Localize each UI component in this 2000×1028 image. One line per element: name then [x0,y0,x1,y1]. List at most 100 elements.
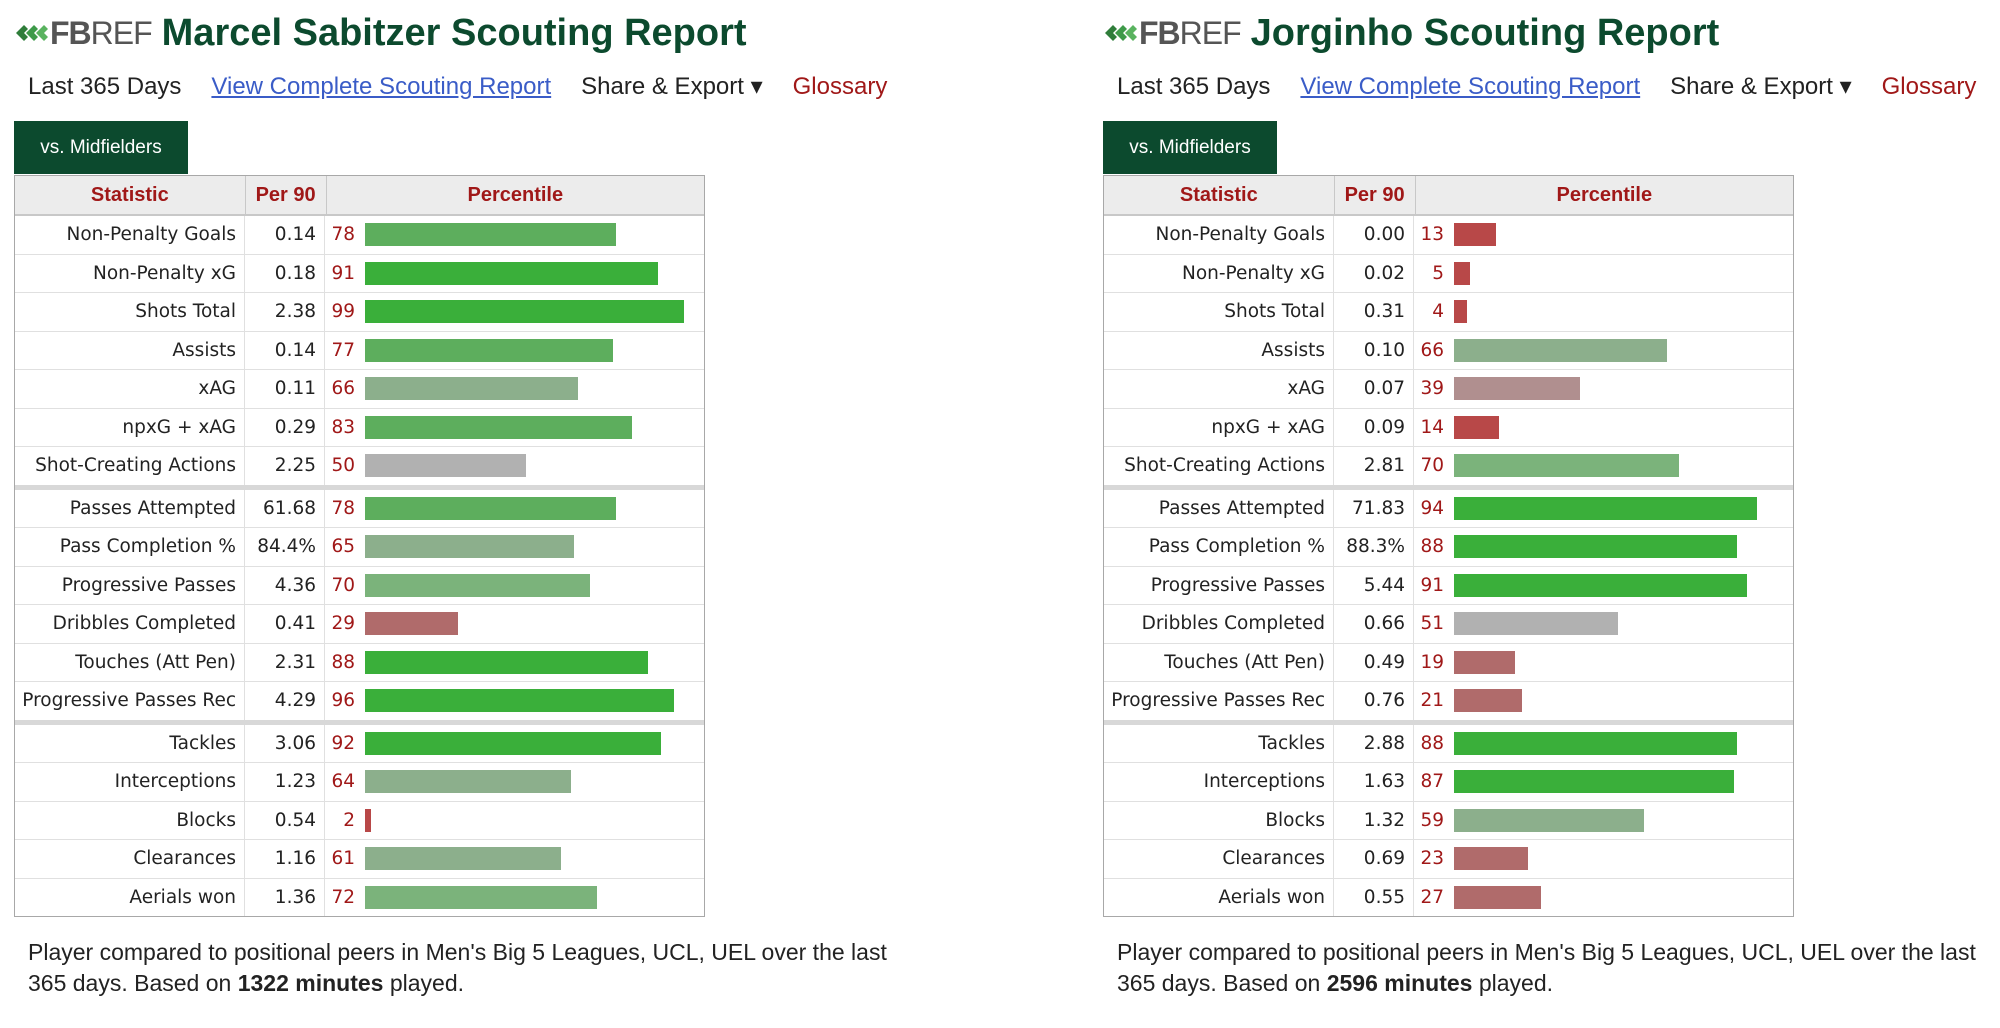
stat-name: Pass Completion % [15,528,245,566]
per90-value: 0.14 [245,216,325,254]
view-complete-report-link[interactable]: View Complete Scouting Report [1300,72,1641,100]
table-row: Non-Penalty Goals 0.00 13 [1104,216,1793,255]
header-per90[interactable]: Per 90 [246,176,327,214]
percentile-bar [1454,535,1737,559]
share-export-menu[interactable]: Share & Export ▾ [1670,73,1852,100]
stat-name: Interceptions [15,763,245,801]
report-header: FB REF Marcel Sabitzer Scouting Report [14,8,747,58]
table-row: Shots Total 2.38 99 [15,293,704,332]
table-row: Progressive Passes Rec 4.29 96 [15,682,704,725]
percentile-bar [1454,454,1679,478]
percentile-bar [1454,885,1541,909]
tab-vs-midfielders[interactable]: vs. Midfielders [1103,121,1277,174]
per90-value: 0.29 [245,408,325,446]
percentile-cell: 96 [325,682,703,720]
tab-vs-midfielders[interactable]: vs. Midfielders [14,121,188,174]
percentile-cell: 51 [1414,605,1792,643]
percentile-bar [1454,223,1496,247]
percentile-value: 78 [331,497,355,519]
logo-ref-text: REF [1179,15,1242,51]
table-row: Interceptions 1.23 64 [15,763,704,802]
percentile-bar [365,377,578,401]
stat-name: Pass Completion % [1104,528,1334,566]
per90-value: 4.36 [245,566,325,604]
stat-name: Dribbles Completed [15,605,245,643]
percentile-bar [365,650,648,674]
view-complete-report-link[interactable]: View Complete Scouting Report [211,72,552,100]
percentile-bar [365,573,590,597]
percentile-cell: 83 [325,409,703,447]
table-row: Tackles 3.06 92 [15,724,704,763]
per90-value: 2.38 [245,293,325,331]
percentile-cell: 66 [325,370,703,408]
percentile-value: 5 [1432,262,1444,284]
percentile-cell: 29 [325,605,703,643]
percentile-value: 50 [331,455,355,477]
stat-name: Shots Total [15,293,245,331]
percentile-bar [365,261,658,285]
table-row: xAG 0.07 39 [1104,370,1793,409]
percentile-bar [365,612,458,636]
percentile-cell: 91 [325,255,703,293]
percentile-bar [365,496,616,520]
percentile-bar [365,885,597,909]
per90-value: 1.36 [245,878,325,916]
report-footnote: Player compared to positional peers in M… [28,937,928,999]
table-row: Blocks 1.32 59 [1104,801,1793,840]
percentile-bar [1454,261,1470,285]
percentile-value: 39 [1420,378,1444,400]
per90-value: 0.00 [1334,216,1414,254]
table-row: Clearances 0.69 23 [1104,840,1793,879]
table-body: Non-Penalty Goals 0.00 13 Non-Penalty xG 0.0… [1104,216,1793,916]
table-row: Progressive Passes 4.36 70 [15,566,704,605]
report-footnote: Player compared to positional peers in M… [1117,937,2000,999]
fbref-logo[interactable]: FB REF [14,11,153,55]
table-row: npxG + xAG 0.09 14 [1104,408,1793,447]
table-row: Non-Penalty xG 0.18 91 [15,254,704,293]
header-percentile[interactable]: Percentile [467,183,564,206]
report-nav: Last 365 Days View Complete Scouting Rep… [1117,72,2000,101]
table-row: Touches (Att Pen) 2.31 88 [15,643,704,682]
percentile-value: 19 [1420,651,1444,673]
percentile-value: 65 [331,536,355,558]
table-row: Pass Completion % 88.3% 88 [1104,528,1793,567]
period-selector[interactable]: Last 365 Days [28,72,182,100]
percentile-bar [365,689,674,713]
glossary-link[interactable]: Glossary [792,72,888,100]
header-percentile[interactable]: Percentile [1556,183,1653,206]
percentile-value: 13 [1420,224,1444,246]
stat-name: Blocks [1104,801,1334,839]
page-title: Marcel Sabitzer Scouting Report [161,12,747,54]
stat-name: Aerials won [1104,878,1334,916]
percentile-value: 70 [331,574,355,596]
percentile-value: 92 [331,732,355,754]
table-row: Blocks 0.54 2 [15,801,704,840]
report-header: FB REF Jorginho Scouting Report [1103,8,1719,58]
share-export-menu[interactable]: Share & Export ▾ [581,73,763,100]
table-row: Non-Penalty Goals 0.14 78 [15,216,704,255]
fbref-logo[interactable]: FB REF [1103,11,1242,55]
percentile-bar [1454,300,1467,324]
footnote-text: Player compared to positional peers in M… [1117,939,1976,996]
period-selector[interactable]: Last 365 Days [1117,72,1271,100]
percentile-bar [365,300,684,324]
header-per90[interactable]: Per 90 [1335,176,1416,214]
report-nav: Last 365 Days View Complete Scouting Rep… [28,72,917,101]
percentile-cell: 13 [1414,216,1792,254]
stat-name: Non-Penalty Goals [1104,216,1334,254]
stat-name: Interceptions [1104,763,1334,801]
per90-value: 0.54 [245,801,325,839]
percentile-value: 59 [1420,809,1444,831]
fbref-leaf-icon [1105,25,1137,41]
footnote-tail: played. [1478,970,1554,996]
percentile-value: 88 [1420,732,1444,754]
stat-name: Non-Penalty Goals [15,216,245,254]
stat-name: Progressive Passes Rec [1104,682,1334,720]
percentile-bar [1454,496,1757,520]
header-statistic[interactable]: Statistic [1104,176,1335,214]
header-statistic[interactable]: Statistic [15,176,246,214]
stat-name: Non-Penalty xG [15,254,245,292]
table-header: Statistic Per 90 Percentile [15,176,704,216]
percentile-value: 88 [1420,536,1444,558]
glossary-link[interactable]: Glossary [1881,72,1977,100]
